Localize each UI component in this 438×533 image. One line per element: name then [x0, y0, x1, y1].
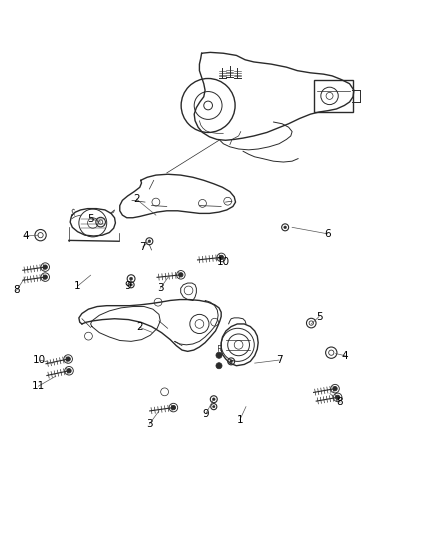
- Circle shape: [336, 395, 340, 400]
- Circle shape: [230, 360, 233, 363]
- Circle shape: [219, 255, 223, 260]
- Circle shape: [130, 277, 133, 280]
- Circle shape: [130, 284, 132, 286]
- Text: 10: 10: [33, 355, 46, 365]
- Text: 5: 5: [316, 312, 322, 321]
- Circle shape: [171, 406, 176, 410]
- Text: 7: 7: [276, 355, 283, 365]
- Text: 11: 11: [32, 381, 45, 391]
- Text: 2: 2: [137, 322, 143, 333]
- Text: 6: 6: [325, 229, 331, 239]
- Text: 8: 8: [13, 286, 20, 295]
- Text: 9: 9: [124, 281, 131, 291]
- Text: 4: 4: [342, 351, 349, 361]
- Circle shape: [43, 275, 47, 279]
- Circle shape: [212, 406, 215, 408]
- Circle shape: [43, 265, 47, 269]
- Circle shape: [216, 352, 222, 358]
- Circle shape: [67, 369, 71, 373]
- Circle shape: [66, 357, 70, 361]
- Text: 3: 3: [157, 283, 163, 293]
- Circle shape: [216, 362, 222, 369]
- Text: 9: 9: [203, 409, 209, 418]
- Text: 3: 3: [146, 419, 153, 429]
- Circle shape: [179, 273, 183, 277]
- Text: 2: 2: [133, 194, 140, 204]
- Text: 1: 1: [237, 415, 243, 425]
- Circle shape: [284, 226, 286, 229]
- Circle shape: [212, 398, 215, 401]
- Text: 5: 5: [87, 214, 94, 224]
- Circle shape: [148, 240, 151, 243]
- Text: 7: 7: [140, 242, 146, 252]
- Text: 8: 8: [337, 397, 343, 407]
- Text: 10: 10: [217, 257, 230, 267]
- Text: 1: 1: [74, 281, 81, 291]
- Circle shape: [333, 386, 337, 391]
- Text: 4: 4: [22, 231, 28, 241]
